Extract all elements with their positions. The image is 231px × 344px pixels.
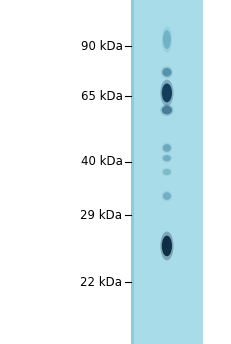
Ellipse shape (163, 155, 171, 161)
Ellipse shape (162, 191, 172, 201)
Ellipse shape (162, 168, 172, 176)
Ellipse shape (162, 26, 172, 53)
Ellipse shape (160, 232, 173, 260)
FancyBboxPatch shape (131, 0, 134, 344)
Ellipse shape (162, 154, 172, 163)
Ellipse shape (162, 143, 172, 153)
Ellipse shape (163, 192, 171, 200)
Ellipse shape (163, 30, 171, 49)
Text: 29 kDa: 29 kDa (80, 208, 122, 222)
Ellipse shape (162, 68, 171, 77)
Ellipse shape (163, 144, 171, 152)
Ellipse shape (162, 106, 172, 115)
Text: 22 kDa: 22 kDa (80, 276, 122, 289)
Text: 40 kDa: 40 kDa (81, 155, 122, 168)
Ellipse shape (162, 236, 172, 256)
Text: 90 kDa: 90 kDa (81, 40, 122, 53)
Ellipse shape (162, 84, 172, 103)
Ellipse shape (160, 80, 173, 106)
Ellipse shape (161, 66, 173, 78)
Text: 65 kDa: 65 kDa (81, 90, 122, 103)
Ellipse shape (160, 104, 173, 116)
FancyBboxPatch shape (131, 0, 203, 344)
Ellipse shape (163, 169, 171, 175)
